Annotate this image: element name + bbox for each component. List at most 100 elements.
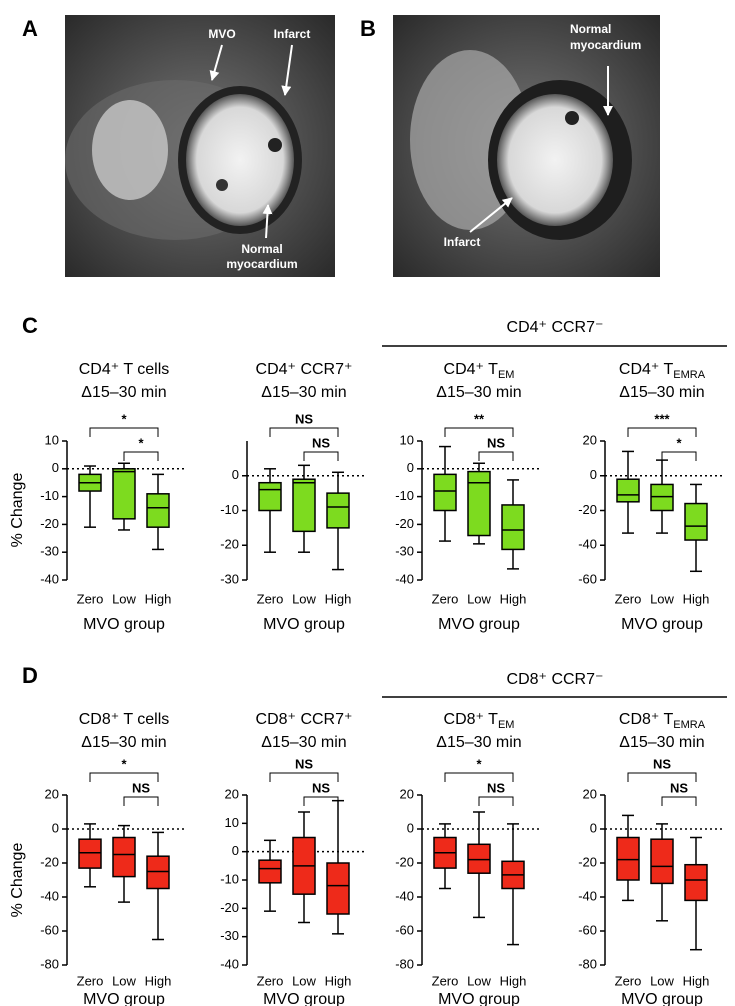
y-tick-label: 10	[400, 432, 414, 447]
image-label: Infarct	[444, 235, 481, 249]
y-tick-label: -10	[220, 871, 239, 886]
y-tick-label: -20	[395, 854, 414, 869]
y-tick-label: -10	[220, 502, 239, 517]
x-tick-label: Zero	[615, 973, 642, 988]
box	[467, 843, 491, 874]
chart-subtitle: Δ15–30 min	[619, 384, 704, 401]
significance-bracket	[661, 796, 697, 806]
title-text: CD8⁺ CCR7⁺	[256, 711, 353, 728]
significance-bracket	[478, 796, 514, 806]
y-tick-label: -60	[395, 922, 414, 937]
y-tick-label: -20	[395, 516, 414, 531]
significance-label: *	[121, 411, 127, 426]
x-tick-label: Low	[650, 591, 674, 606]
title-subscript: EMRA	[673, 719, 705, 731]
box	[112, 836, 136, 878]
chart-title: CD8⁺ TEM	[444, 711, 515, 731]
box	[616, 836, 640, 881]
x-tick-label: Low	[292, 591, 316, 606]
x-tick-label: High	[145, 591, 172, 606]
significance-label: *	[476, 756, 482, 771]
x-axis-label: MVO group	[83, 991, 165, 1006]
chart-title: CD4⁺ TEM	[444, 361, 515, 381]
title-text: CD8⁺ T	[444, 711, 499, 728]
x-axis-label: MVO group	[263, 991, 345, 1006]
significance-bracket	[89, 427, 159, 437]
group-header: CD8⁺ CCR7⁻	[507, 671, 604, 688]
x-tick-label: Low	[292, 973, 316, 988]
y-tick-label: -20	[40, 854, 59, 869]
significance-label: NS	[132, 780, 150, 795]
y-tick-label: -20	[220, 900, 239, 915]
x-tick-label: High	[325, 591, 352, 606]
y-tick-label: 10	[45, 432, 59, 447]
chart-subtitle: Δ15–30 min	[436, 734, 521, 751]
significance-label: NS	[295, 411, 313, 426]
x-tick-label: Zero	[615, 591, 642, 606]
image-label: Normal	[570, 22, 611, 36]
y-tick-label: -20	[578, 502, 597, 517]
chart-subtitle: Δ15–30 min	[436, 384, 521, 401]
y-tick-label: 0	[232, 467, 239, 482]
x-tick-label: Zero	[432, 973, 459, 988]
x-tick-label: High	[145, 973, 172, 988]
box	[650, 838, 674, 885]
significance-label: NS	[487, 435, 505, 450]
box	[501, 504, 525, 551]
x-tick-label: Zero	[77, 973, 104, 988]
significance-bracket	[269, 772, 339, 782]
x-axis-label: MVO group	[263, 616, 345, 633]
mri-image-b	[393, 15, 660, 277]
y-tick-label: -30	[40, 544, 59, 559]
x-tick-label: Low	[467, 591, 491, 606]
x-tick-label: Low	[112, 591, 136, 606]
x-tick-label: Low	[112, 973, 136, 988]
chart-subtitle: Δ15–30 min	[81, 734, 166, 751]
x-tick-label: High	[500, 973, 527, 988]
y-tick-label: -10	[40, 488, 59, 503]
chart-title: CD8⁺ CCR7⁺	[256, 711, 353, 728]
significance-bracket	[627, 427, 697, 437]
box	[258, 481, 282, 512]
significance-bracket	[123, 796, 159, 806]
image-label: Normal	[241, 242, 282, 256]
significance-label: *	[121, 756, 127, 771]
y-tick-label: -60	[578, 571, 597, 586]
y-tick-label: -30	[395, 544, 414, 559]
box	[146, 855, 170, 890]
y-tick-label: 0	[407, 460, 414, 475]
x-tick-label: High	[683, 973, 710, 988]
box	[326, 492, 350, 529]
y-tick-label: 0	[590, 820, 597, 835]
arrow	[281, 44, 293, 96]
box	[112, 468, 136, 520]
title-text: CD8⁺ T cells	[79, 711, 170, 728]
arrow	[262, 204, 273, 239]
y-tick-label: -30	[220, 928, 239, 943]
significance-label: NS	[653, 756, 671, 771]
chart-subtitle: Δ15–30 min	[261, 734, 346, 751]
y-tick-label: -40	[395, 571, 414, 586]
y-tick-label: 20	[583, 432, 597, 447]
y-tick-label: -30	[220, 571, 239, 586]
significance-label: NS	[295, 756, 313, 771]
x-tick-label: High	[500, 591, 527, 606]
significance-bracket	[444, 772, 514, 782]
x-tick-label: High	[683, 591, 710, 606]
y-tick-label: -80	[578, 956, 597, 971]
x-tick-label: Low	[467, 973, 491, 988]
y-tick-label: -40	[220, 956, 239, 971]
box	[326, 862, 350, 915]
significance-bracket	[269, 427, 339, 437]
chart-subtitle: Δ15–30 min	[81, 384, 166, 401]
mri-image-a	[65, 15, 335, 277]
significance-bracket	[661, 451, 697, 461]
y-tick-label: -20	[578, 854, 597, 869]
y-tick-label: -20	[40, 516, 59, 531]
y-tick-label: -60	[578, 922, 597, 937]
box	[650, 483, 674, 512]
y-tick-label: 0	[232, 843, 239, 858]
x-axis-label: MVO group	[621, 616, 703, 633]
y-tick-label: -40	[578, 888, 597, 903]
significance-label: *	[676, 435, 682, 450]
